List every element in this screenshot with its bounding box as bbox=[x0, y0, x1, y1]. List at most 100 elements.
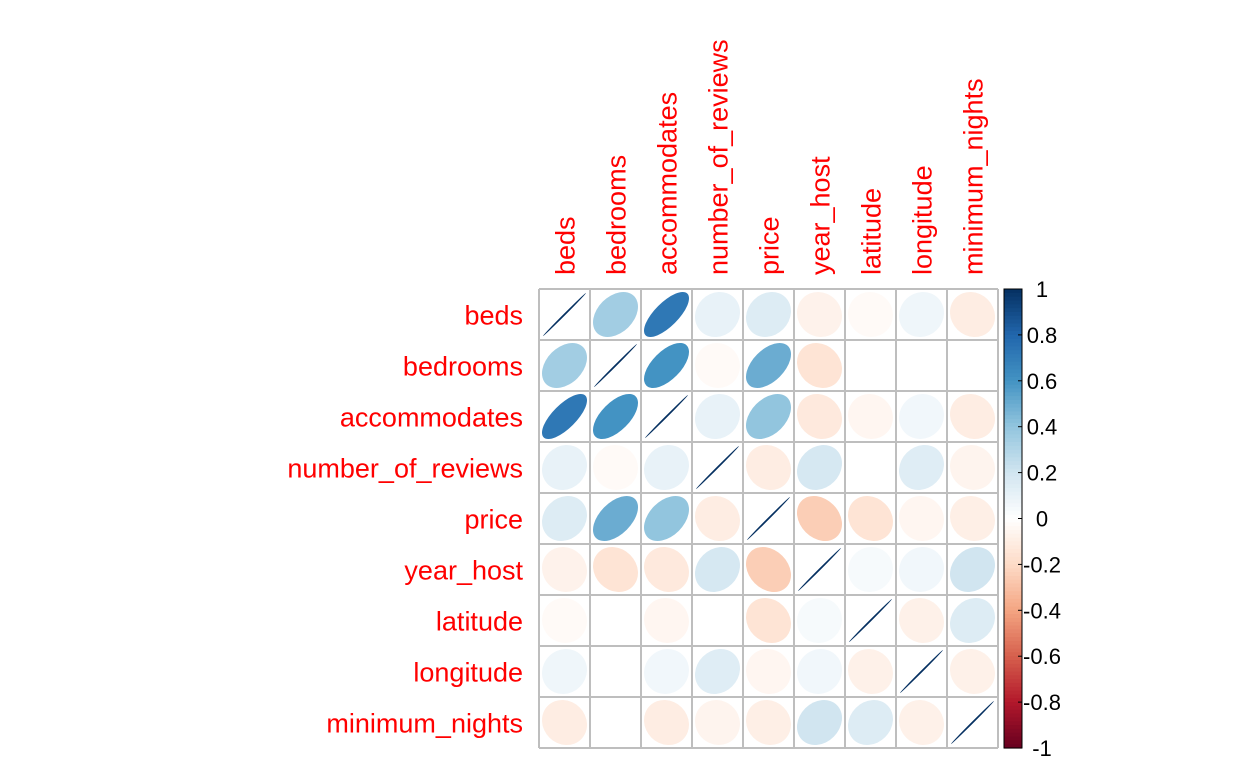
corr-ellipse-beds-minimum_nights bbox=[949, 291, 996, 338]
colorbar-segment bbox=[1004, 472, 1022, 478]
corr-ellipse-price-number_of_reviews bbox=[694, 495, 741, 542]
colorbar-segment bbox=[1004, 652, 1022, 657]
colorbar-segment bbox=[1004, 698, 1022, 703]
colorbar-segment bbox=[1004, 614, 1022, 619]
column-labels: beds bedrooms accommodates number_of_review… bbox=[551, 39, 989, 275]
colorbar-tick-label: -0.6 bbox=[1023, 644, 1061, 669]
colorbar-segment bbox=[1004, 480, 1022, 485]
corr-ellipse-latitude-minimum_nights bbox=[950, 598, 995, 643]
colorbar-segment bbox=[1004, 380, 1022, 386]
colorbar-segment bbox=[1004, 732, 1022, 738]
colorbar-segment bbox=[1004, 625, 1022, 631]
colorbar-segment bbox=[1004, 514, 1022, 520]
colorbar-segment bbox=[1004, 717, 1022, 722]
colorbar-segment bbox=[1004, 419, 1022, 424]
corr-ellipse-bedrooms-bedrooms bbox=[594, 344, 637, 387]
corr-ellipse-bedrooms-price bbox=[745, 342, 792, 389]
colorbar-segment bbox=[1004, 522, 1022, 527]
corr-ellipse-longitude-number_of_reviews bbox=[694, 648, 741, 695]
colorbar-tick-label: -0.8 bbox=[1023, 690, 1061, 715]
grid-lines bbox=[538, 288, 999, 749]
colorbar-segment bbox=[1004, 346, 1022, 351]
colorbar-segment bbox=[1004, 533, 1022, 539]
colorbar-segment bbox=[1004, 740, 1022, 745]
colorbar-segment bbox=[1004, 728, 1022, 734]
colorbar-segment bbox=[1004, 686, 1022, 692]
colorbar-segment bbox=[1004, 579, 1022, 585]
corr-ellipse-minimum_nights-latitude bbox=[848, 700, 893, 745]
colorbar-segment bbox=[1004, 338, 1022, 344]
col-label-minimum_nights: minimum_nights bbox=[959, 78, 989, 275]
colorbar-segment bbox=[1004, 702, 1022, 707]
corr-ellipse-accommodates-beds bbox=[541, 393, 588, 440]
corr-ellipse-accommodates-year_host bbox=[796, 393, 843, 440]
corr-ellipse-latitude-number_of_reviews bbox=[695, 598, 740, 643]
corr-ellipse-bedrooms-year_host bbox=[797, 343, 842, 388]
corr-ellipse-bedrooms-latitude bbox=[848, 343, 893, 389]
colorbar-segment bbox=[1004, 399, 1022, 405]
colorbar-segment bbox=[1004, 438, 1022, 443]
colorbar-segment bbox=[1004, 396, 1022, 401]
colorbar-segment bbox=[1004, 637, 1022, 642]
colorbar-tick-label: 0.4 bbox=[1027, 415, 1058, 440]
colorbar-segment bbox=[1004, 323, 1022, 328]
colorbar-segment bbox=[1004, 725, 1022, 730]
colorbar-segment bbox=[1004, 744, 1022, 749]
corr-ellipse-minimum_nights-minimum_nights bbox=[951, 701, 994, 744]
corr-ellipse-minimum_nights-longitude bbox=[899, 700, 944, 745]
corr-ellipse-bedrooms-accommodates bbox=[644, 343, 689, 388]
colorbar-tick-label: -1 bbox=[1032, 736, 1052, 761]
colorbar-tick-label: 0 bbox=[1036, 507, 1048, 532]
colorbar-segment bbox=[1004, 705, 1022, 711]
colorbar-tick-label: 0.2 bbox=[1027, 461, 1058, 486]
row-labels: beds bedrooms accommodates number_of_review… bbox=[287, 301, 523, 739]
corr-ellipse-year_host-longitude bbox=[898, 546, 945, 593]
colorbar-segment bbox=[1004, 644, 1022, 650]
corr-ellipse-price-beds bbox=[542, 496, 587, 541]
colorbar-segment bbox=[1004, 640, 1022, 646]
corr-ellipse-accommodates-price bbox=[746, 394, 791, 439]
corr-ellipse-minimum_nights-accommodates bbox=[643, 699, 690, 746]
corr-ellipse-longitude-beds bbox=[542, 649, 587, 694]
row-label-year_host: year_host bbox=[404, 556, 523, 586]
colorbar-segment bbox=[1004, 564, 1022, 569]
colorbar-segment bbox=[1004, 610, 1022, 615]
row-label-accommodates: accommodates bbox=[340, 403, 523, 433]
colorbar-segment bbox=[1004, 598, 1022, 604]
corr-ellipse-number_of_reviews-minimum_nights bbox=[949, 444, 996, 491]
corr-ellipse-year_host-bedrooms bbox=[593, 547, 638, 592]
colorbar-segment bbox=[1004, 545, 1022, 550]
corr-ellipse-longitude-latitude bbox=[848, 649, 893, 694]
col-label-price: price bbox=[755, 216, 785, 275]
corr-ellipse-beds-accommodates bbox=[643, 291, 690, 338]
colorbar-segment bbox=[1004, 690, 1022, 696]
corr-ellipse-beds-latitude bbox=[847, 291, 894, 338]
colorbar-segment bbox=[1004, 361, 1022, 367]
colorbar-segment bbox=[1004, 656, 1022, 661]
corr-ellipse-beds-price bbox=[746, 292, 791, 337]
corr-ellipse-price-longitude bbox=[898, 495, 945, 542]
corr-ellipse-year_host-beds bbox=[542, 547, 587, 592]
colorbar-segment bbox=[1004, 369, 1022, 374]
corr-ellipse-year_host-price bbox=[745, 546, 792, 593]
colorbar-segment bbox=[1004, 682, 1022, 688]
colorbar-segment bbox=[1004, 388, 1022, 393]
row-label-price: price bbox=[464, 505, 523, 535]
colorbar-segment bbox=[1004, 487, 1022, 493]
row-label-beds: beds bbox=[464, 301, 523, 331]
corr-ellipse-price-accommodates bbox=[644, 496, 689, 541]
corr-ellipse-bedrooms-number_of_reviews bbox=[694, 342, 741, 389]
colorbar-tick-label: -0.2 bbox=[1023, 552, 1061, 577]
colorbar-segment bbox=[1004, 587, 1022, 592]
col-label-year_host: year_host bbox=[806, 156, 836, 275]
colorbar-segment bbox=[1004, 510, 1022, 516]
colorbar-segment bbox=[1004, 331, 1022, 336]
colorbar-segment bbox=[1004, 660, 1022, 665]
corr-ellipse-year_host-minimum_nights bbox=[950, 547, 995, 592]
colorbar-segment bbox=[1004, 503, 1022, 508]
corr-ellipse-accommodates-bedrooms bbox=[593, 394, 638, 439]
colorbar-segment bbox=[1004, 595, 1022, 600]
colorbar-segment bbox=[1004, 476, 1022, 481]
colorbar-segment bbox=[1004, 442, 1022, 447]
corr-ellipse-year_host-latitude bbox=[847, 546, 894, 593]
